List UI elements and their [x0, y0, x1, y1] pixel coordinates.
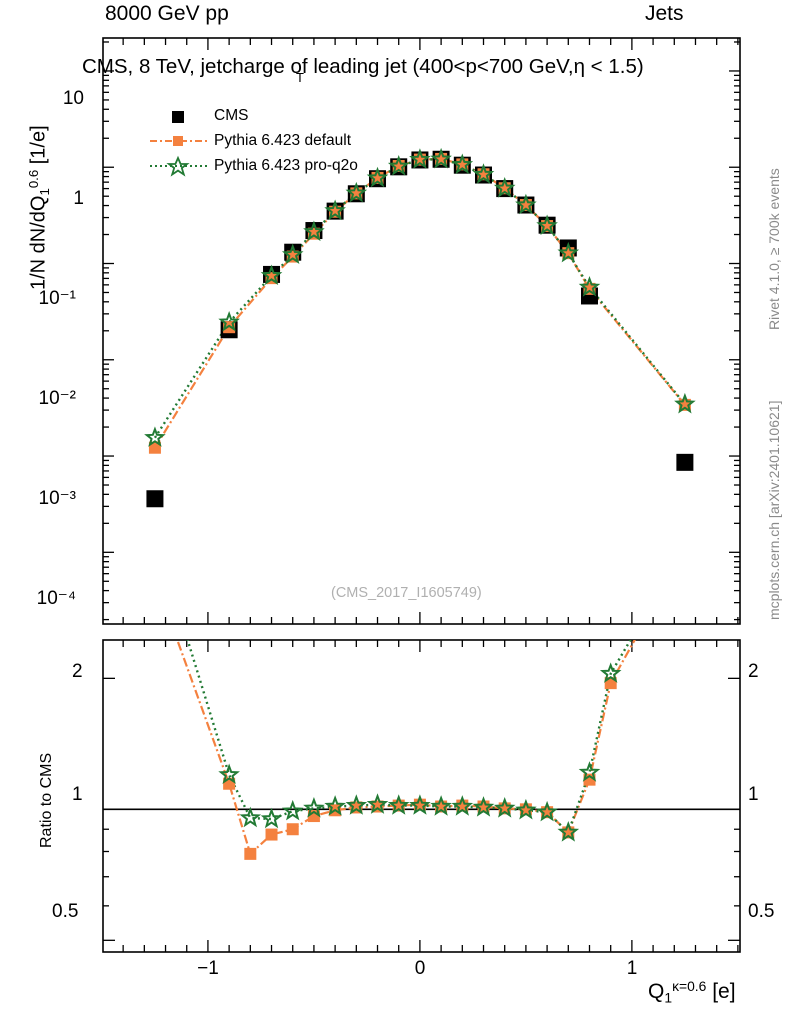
- ratio-marker-pythia-proq2o: [451, 795, 474, 816]
- ratio-marker-pythia-proq2o: [281, 799, 304, 821]
- marker-pythia-proq2o: [674, 392, 696, 414]
- marker-pythia-proq2o: [144, 426, 166, 447]
- header-right-category: Jets: [645, 2, 684, 25]
- marker-pythia-proq2o: [387, 155, 410, 176]
- ratio-marker-pythia-proq2o: [578, 761, 601, 782]
- ratio-marker-pythia-proq2o: [366, 793, 389, 814]
- ratio-marker-pythia-default: [265, 828, 278, 841]
- marker-pythia-default: [148, 441, 161, 454]
- marker-pythia-proq2o: [515, 193, 537, 215]
- marker-pythia-proq2o: [281, 243, 304, 265]
- marker-pythia-proq2o: [409, 148, 431, 169]
- ratio-marker-pythia-default: [286, 823, 299, 836]
- marker-cms: [146, 490, 164, 508]
- main-panel-series: [144, 147, 696, 508]
- header-left-beam-info: 8000 GeV pp: [105, 2, 229, 25]
- x-axis-label-sup: κ=0.6: [672, 978, 707, 994]
- ratio-marker-pythia-proq2o: [557, 821, 580, 842]
- marker-pythia-proq2o: [472, 163, 495, 184]
- legend-marker-cms-icon: [172, 111, 184, 123]
- marker-pythia-proq2o: [218, 310, 240, 332]
- y-tick-label-main-3: 10⁻²: [38, 388, 77, 409]
- plot-title-text: CMS, 8 TeV, jetcharge of leading jet (40…: [82, 55, 644, 78]
- marker-pythia-proq2o: [536, 214, 558, 236]
- ratio-marker-pythia-proq2o: [409, 794, 431, 815]
- ratio-marker-pythia-proq2o: [345, 794, 368, 815]
- ratio-panel-frame: [102, 639, 741, 953]
- marker-pythia-proq2o: [366, 166, 389, 188]
- x-axis-label-text: Q: [648, 979, 665, 1003]
- x-tick-label-0: −1: [197, 958, 219, 979]
- analysis-id-watermark: (CMS_2017_I1605749): [331, 585, 482, 601]
- marker-pythia-proq2o: [451, 153, 474, 174]
- ratio-marker-pythia-proq2o: [430, 795, 452, 816]
- y-tick-label-ratio-left-0: 2: [72, 661, 83, 682]
- marker-pythia-proq2o: [578, 276, 601, 297]
- legend-marker-pythia-default-icon: [150, 136, 210, 146]
- ratio-marker-pythia-proq2o: [472, 796, 495, 817]
- ratio-marker-pythia-proq2o: [303, 797, 325, 818]
- y-tick-label-main-4: 10⁻³: [38, 488, 77, 509]
- legend-marker-pythia-proq2o-icon: [150, 155, 210, 177]
- ratio-line-pythia-default: [176, 640, 636, 856]
- series-line-pythia-default: [154, 157, 686, 449]
- y-tick-label-main-5: 10⁻⁴: [36, 588, 76, 609]
- legend-label-2: Pythia 6.423 pro-q2o: [214, 157, 358, 174]
- plot-title-pt-subscript: T: [296, 70, 304, 85]
- ratio-marker-pythia-proq2o: [239, 806, 262, 828]
- series-line-pythia-proq2o: [153, 158, 686, 439]
- ratio-marker-pythia-proq2o: [599, 662, 622, 683]
- marker-cms: [676, 453, 694, 471]
- ratio-panel-series: [176, 640, 636, 860]
- y-tick-label-ratio-right-2: 0.5: [748, 901, 775, 922]
- y-tick-label-ratio-right-0: 2: [748, 661, 759, 682]
- x-axis-label-unit: [e]: [706, 979, 736, 1003]
- legend-label-1: Pythia 6.423 default: [214, 132, 352, 149]
- ratio-marker-pythia-proq2o: [218, 763, 240, 785]
- x-axis-label: Q1κ=0.6 [e]: [648, 978, 736, 1005]
- ratio-marker-pythia-default: [583, 773, 596, 786]
- plot-title: CMS, 8 TeV, jetcharge of leading jet (40…: [82, 55, 644, 79]
- marker-pythia-proq2o: [260, 264, 283, 286]
- x-tick-label-2: 1: [626, 958, 638, 979]
- ratio-marker-pythia-proq2o: [493, 797, 516, 818]
- x-axis-label-sub: 1: [664, 989, 673, 1006]
- ratio-marker-pythia-proq2o: [260, 807, 283, 829]
- y-tick-label-ratio-left-2: 0.5: [52, 901, 79, 922]
- main-panel-frame: [102, 37, 741, 625]
- ratio-marker-pythia-proq2o: [515, 798, 537, 820]
- y-tick-label-main-1: 1: [73, 188, 84, 209]
- legend-label-0: CMS: [214, 107, 249, 124]
- y-tick-label-main-2: 10⁻¹: [38, 288, 77, 309]
- marker-pythia-proq2o: [430, 147, 452, 169]
- x-tick-label-1: 0: [414, 958, 426, 979]
- ratio-marker-pythia-default: [244, 847, 257, 860]
- ratio-marker-pythia-proq2o: [536, 800, 558, 822]
- marker-pythia-proq2o: [303, 220, 325, 242]
- y-tick-label-ratio-right-1: 1: [748, 784, 759, 805]
- marker-pythia-proq2o: [493, 177, 516, 198]
- y-tick-label-ratio-left-1: 1: [72, 784, 83, 805]
- marker-pythia-proq2o: [324, 199, 346, 221]
- ratio-marker-pythia-proq2o: [387, 794, 410, 815]
- ratio-marker-pythia-proq2o: [324, 795, 346, 816]
- marker-pythia-proq2o: [557, 241, 580, 263]
- marker-pythia-proq2o: [345, 181, 368, 203]
- y-tick-label-main-0: 10: [62, 88, 84, 109]
